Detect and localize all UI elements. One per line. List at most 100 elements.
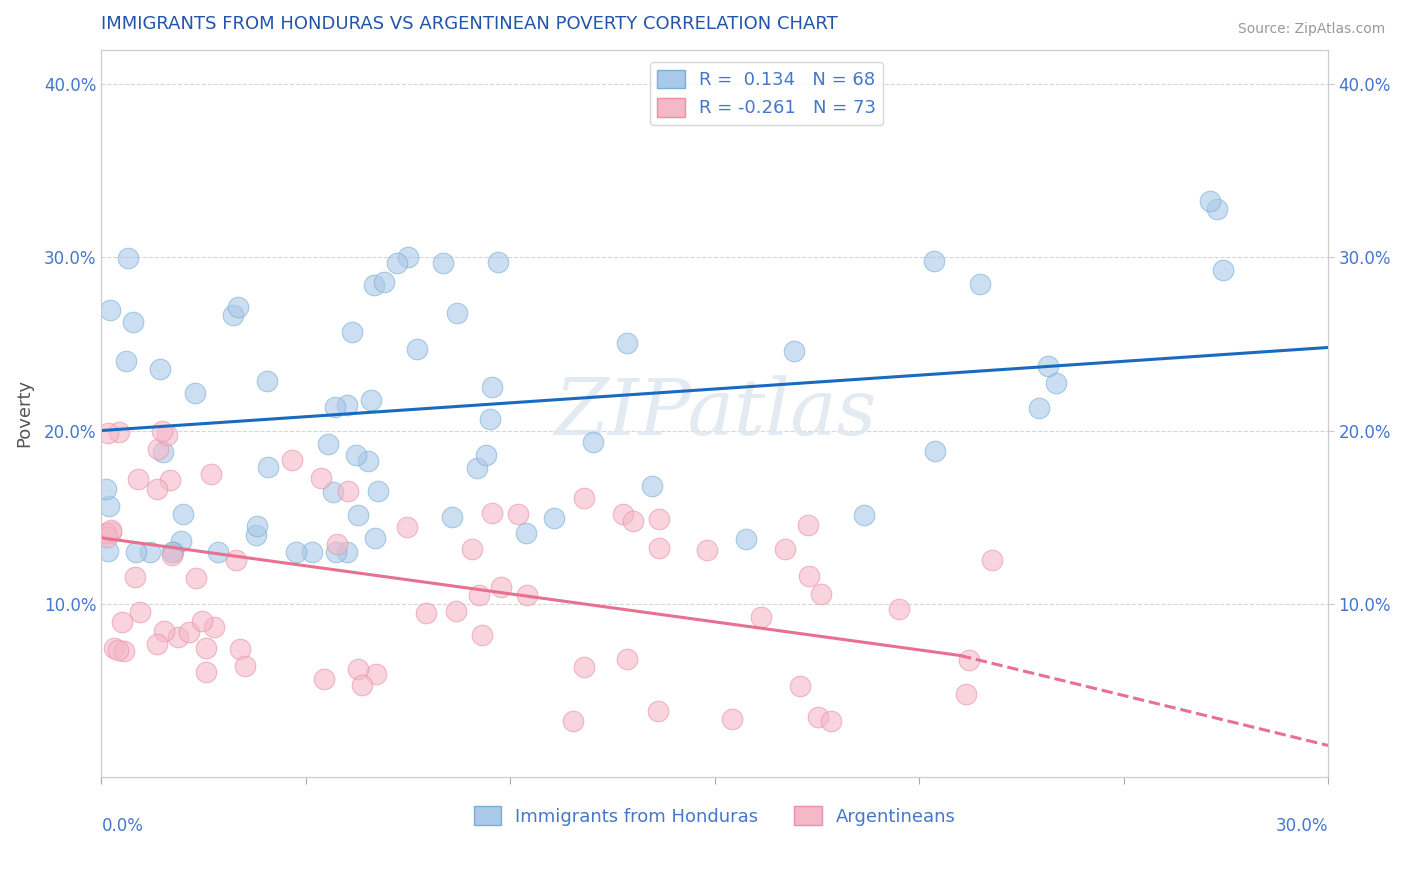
Point [281, 452, 304, 467]
Point [387, 256, 409, 270]
Point [108, 425, 131, 439]
Point [162, 544, 184, 558]
Point [184, 385, 207, 400]
Point [616, 651, 638, 665]
Point [128, 605, 150, 619]
Point [475, 448, 498, 462]
Point [98, 499, 121, 513]
Point [696, 542, 718, 557]
Point [373, 276, 395, 290]
Point [364, 532, 387, 546]
Point [955, 687, 977, 701]
Point [1036, 359, 1059, 373]
Point [148, 442, 170, 456]
Point [344, 449, 367, 463]
Point [326, 536, 349, 550]
Point [166, 630, 188, 644]
Point [233, 659, 256, 673]
Point [172, 508, 194, 522]
Point [924, 444, 946, 458]
Point [1206, 202, 1229, 216]
Point [969, 277, 991, 291]
Text: 0.0%: 0.0% [101, 816, 143, 835]
Point [194, 665, 217, 679]
Point [481, 506, 503, 520]
Point [127, 472, 149, 486]
Point [460, 541, 482, 556]
Point [246, 519, 269, 533]
Point [117, 252, 139, 266]
Point [152, 444, 174, 458]
Point [810, 587, 832, 601]
Point [352, 678, 374, 692]
Point [309, 471, 332, 485]
Point [446, 305, 468, 319]
Point [720, 712, 742, 726]
Point [1212, 262, 1234, 277]
Point [648, 541, 671, 555]
Point [363, 278, 385, 293]
Y-axis label: Poverty: Poverty [15, 379, 32, 447]
Point [789, 679, 811, 693]
Point [623, 514, 645, 528]
Point [346, 662, 368, 676]
Point [207, 544, 229, 558]
Text: IMMIGRANTS FROM HONDURAS VS ARGENTINEAN POVERTY CORRELATION CHART: IMMIGRANTS FROM HONDURAS VS ARGENTINEAN … [101, 15, 838, 33]
Point [94, 482, 117, 496]
Point [616, 336, 638, 351]
Point [122, 315, 145, 329]
Point [322, 485, 344, 500]
Point [479, 411, 502, 425]
Point [749, 610, 772, 624]
Point [506, 507, 529, 521]
Point [222, 308, 245, 322]
Text: ZIPatlas: ZIPatlas [554, 375, 876, 451]
Point [773, 542, 796, 557]
Point [957, 653, 980, 667]
Point [195, 640, 218, 655]
Point [441, 510, 464, 524]
Point [107, 642, 129, 657]
Point [301, 544, 323, 558]
Point [98, 303, 121, 318]
Point [471, 627, 494, 641]
Point [346, 508, 368, 522]
Point [543, 510, 565, 524]
Point [516, 588, 538, 602]
Point [561, 714, 583, 729]
Point [647, 512, 669, 526]
Point [200, 467, 222, 481]
Point [112, 643, 135, 657]
Point [612, 508, 634, 522]
Point [115, 353, 138, 368]
Point [486, 254, 509, 268]
Point [103, 640, 125, 655]
Point [159, 473, 181, 487]
Point [111, 615, 134, 629]
Point [340, 325, 363, 339]
Point [179, 624, 201, 639]
Point [125, 544, 148, 558]
Point [797, 518, 820, 533]
Point [337, 483, 360, 498]
Point [336, 544, 359, 558]
Point [396, 250, 419, 264]
Point [139, 544, 162, 558]
Point [314, 672, 336, 686]
Point [406, 343, 429, 357]
Point [415, 606, 437, 620]
Point [360, 393, 382, 408]
Point [432, 255, 454, 269]
Point [202, 620, 225, 634]
Point [152, 624, 174, 639]
Point [647, 705, 669, 719]
Point [468, 588, 491, 602]
Point [783, 343, 806, 358]
Point [336, 398, 359, 412]
Point [1199, 194, 1222, 208]
Point [515, 526, 537, 541]
Point [364, 667, 387, 681]
Point [325, 544, 347, 558]
Point [149, 362, 172, 376]
Point [226, 300, 249, 314]
